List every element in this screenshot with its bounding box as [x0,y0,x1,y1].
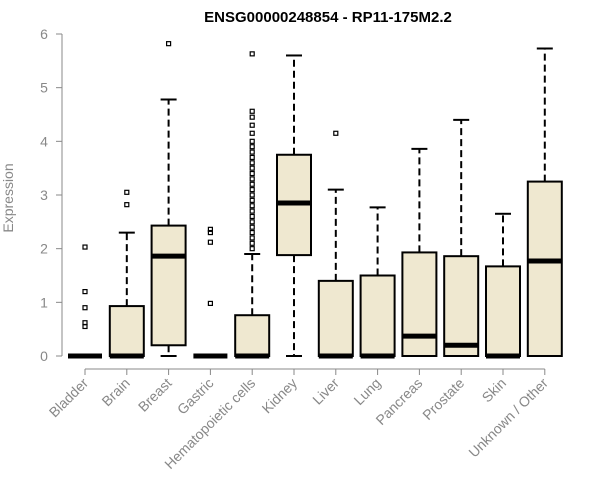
outlier-point [249,213,255,220]
outlier-point [249,192,255,198]
outlier-point [82,289,88,295]
outlier-point [249,208,255,214]
outlier-point [249,154,255,161]
outlier-point [249,235,255,241]
box-lung [359,206,396,359]
outlier-point [207,239,213,245]
chart-title: ENSG00000248854 - RP11-175M2.2 [204,9,452,26]
box-iqr [359,274,396,357]
y-tick-label: 6 [40,26,48,42]
x-tick-label: Breast [135,375,175,415]
outlier-point [249,170,255,177]
box-brain [108,189,145,359]
outlier-point [207,229,213,236]
x-tick-label: Brain [98,375,132,409]
y-tick-label: 1 [40,294,48,310]
outlier-point [207,300,213,307]
outlier-point [82,320,88,326]
outlier-point [82,244,88,250]
outlier-point [249,203,255,209]
outlier-point [249,122,255,128]
box-liver [317,130,354,359]
outlier-point [124,189,130,195]
x-tick-label: Skin [479,375,510,406]
outlier-point [249,219,255,225]
x-tick-label: Prostate [419,375,467,423]
box-kidney [276,54,312,357]
outlier-point [249,108,255,114]
outlier-point [82,305,88,311]
x-tick-label: Kidney [259,375,301,417]
outlier-point [249,224,255,230]
outlier-point [249,229,255,236]
outlier-point [249,144,255,150]
box-breast [150,41,187,357]
box-iqr [317,279,354,357]
y-axis-label: Expression [0,163,16,232]
outlier-point [124,202,130,208]
x-tick-label: Liver [309,375,342,408]
outlier-point [249,181,255,187]
box-iqr [150,224,187,347]
x-tick-label: Bladder [46,375,92,421]
outlier-point [249,138,255,144]
y-tick-label: 2 [40,241,48,257]
box-gastric [193,226,228,359]
x-tick-label: Unknown / Other [465,375,551,461]
y-tick-label: 3 [40,187,48,203]
box-iqr [443,255,480,357]
outlier-point [249,51,255,57]
y-tick-label: 4 [40,133,48,149]
y-tick-label: 0 [40,348,48,364]
box-iqr [485,265,521,358]
y-axis: 0 1 2 3 4 5 6 [40,26,63,364]
box-bladder [68,244,102,359]
box-skin [485,212,521,359]
box-unknown-other [526,47,563,357]
outlier-point [166,41,172,47]
box-iqr [526,180,563,357]
outlier-point [249,187,255,193]
box-iqr [234,314,271,358]
outlier-point [249,176,255,182]
outlier-point [249,130,255,136]
outlier-point [249,165,255,171]
outlier-point [249,114,255,120]
box-iqr [401,251,438,358]
box-hematopoietic-cells [234,51,271,359]
x-tick-label: Lung [350,375,383,408]
outlier-point [249,149,255,155]
y-tick-label: 5 [40,80,48,96]
box-prostate [443,118,480,357]
outlier-point [249,160,255,166]
outlier-point [249,197,255,203]
outlier-point [333,130,339,136]
outlier-point [249,240,255,246]
boxes-group [68,41,563,359]
box-iqr [108,305,145,357]
outlier-point [207,226,213,232]
box-pancreas [401,147,438,358]
outlier-point [249,246,255,252]
